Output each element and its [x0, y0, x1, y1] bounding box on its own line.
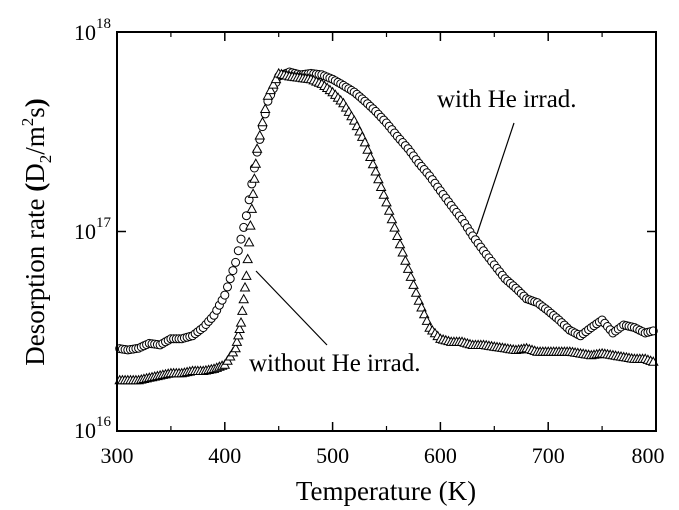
annotation-without-he: without He irrad. — [249, 350, 420, 377]
data-point-triangle — [265, 84, 276, 95]
data-point-circle — [241, 211, 251, 221]
data-point-triangle — [421, 315, 433, 325]
data-point-triangle — [267, 78, 279, 89]
data-point-triangle — [375, 181, 387, 191]
data-point-triangle — [230, 342, 241, 353]
y-tick-label: 1018 — [74, 16, 111, 45]
data-point-triangle — [378, 189, 390, 199]
data-point-circle — [220, 290, 230, 300]
data-point-triangle — [362, 144, 373, 154]
data-point-triangle — [402, 263, 414, 273]
data-point-triangle — [242, 253, 254, 264]
data-point-triangle — [231, 336, 243, 346]
data-point-triangle — [270, 73, 282, 84]
data-point-circle — [225, 274, 235, 284]
data-point-triangle — [247, 188, 259, 198]
axis-ticks — [116, 31, 657, 432]
data-point-triangle — [238, 293, 250, 304]
data-point-triangle — [262, 90, 274, 100]
data-point-triangle — [246, 203, 258, 213]
data-point-triangle — [239, 281, 251, 292]
x-tick-label: 400 — [208, 443, 241, 468]
data-point-triangle — [241, 270, 252, 280]
data-point-triangle — [389, 221, 400, 232]
data-point-triangle — [367, 158, 379, 169]
x-axis-label: Temperature (K) — [296, 476, 476, 506]
data-point-triangle — [405, 271, 417, 281]
data-point-triangle — [408, 279, 419, 289]
data-point-triangle — [391, 230, 403, 240]
data-point-triangle — [257, 116, 268, 127]
y-axis-label: Desorption rate (D2/m2s) — [18, 98, 55, 365]
annotation-leader-with-he — [476, 122, 515, 235]
y-tick-label: 1016 — [74, 414, 112, 443]
data-point-triangle — [370, 165, 382, 176]
y-tick-label: 1017 — [74, 215, 112, 244]
data-point-triangle — [418, 308, 430, 319]
data-point-circle — [236, 234, 246, 244]
data-point-triangle — [259, 103, 271, 113]
data-point-circle — [228, 266, 238, 276]
data-point-triangle — [394, 238, 406, 249]
x-tick-label: 600 — [424, 443, 457, 468]
data-point-triangle — [245, 219, 256, 230]
data-point-triangle — [373, 173, 384, 184]
data-point-triangle — [386, 213, 398, 224]
data-point-triangle — [410, 287, 422, 297]
data-point-triangle — [381, 196, 392, 207]
annotation-leader-without-he — [255, 270, 328, 346]
data-point-triangle — [397, 246, 409, 257]
data-point-triangle — [250, 158, 262, 168]
annotation-with-he: with He irrad. — [437, 86, 577, 113]
data-point-triangle — [383, 205, 395, 215]
data-point-triangle — [416, 301, 427, 312]
data-point-triangle — [236, 305, 248, 315]
data-point-triangle — [235, 316, 247, 327]
data-point-triangle — [400, 255, 411, 265]
data-point-triangle — [251, 143, 263, 153]
data-point-triangle — [249, 173, 260, 183]
data-point-circle — [223, 282, 232, 292]
data-point-triangle — [254, 129, 266, 140]
series-without-he-irrad — [114, 67, 659, 385]
data-point-triangle — [359, 136, 371, 147]
data-point-circle — [233, 246, 243, 256]
data-point-circle — [231, 257, 241, 267]
data-point-triangle — [234, 323, 245, 333]
x-tick-label: 500 — [316, 443, 349, 468]
data-point-triangle — [413, 295, 425, 305]
data-point-triangle — [243, 236, 255, 247]
x-tick-label: 300 — [101, 443, 134, 468]
data-point-triangle — [364, 151, 376, 161]
x-tick-label: 700 — [532, 443, 565, 468]
data-point-triangle — [232, 329, 244, 340]
x-tick-label: 800 — [632, 443, 665, 468]
